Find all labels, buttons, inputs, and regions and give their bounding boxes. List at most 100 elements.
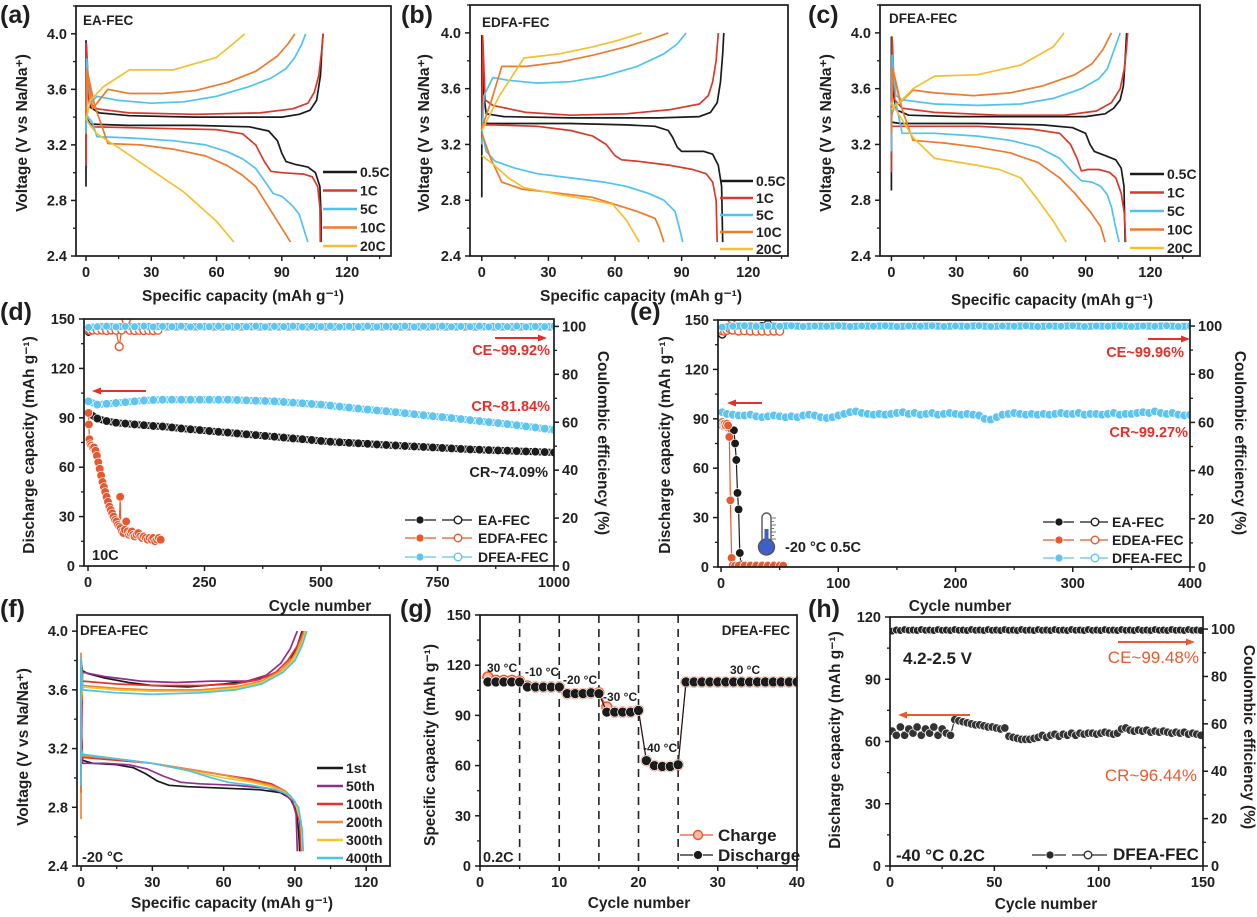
10c-discharge-curve — [890, 71, 1106, 243]
dfea-fec-coulombic-efficiency-point — [214, 321, 223, 331]
legend-capacity-marker — [1054, 535, 1064, 545]
20c-charge-curve — [890, 32, 1065, 111]
x-tick-label: 120 — [1138, 265, 1162, 281]
panel-c: (c) Specific capacity (mAh g⁻¹) Voltage (V… — [808, 1, 1201, 309]
1c-charge-curve — [480, 32, 720, 131]
panel-label: (d) — [0, 298, 32, 326]
dfea-fec-coulombic-efficiency-point — [232, 322, 242, 331]
ea-fec-discharge-capacity-point — [260, 431, 270, 441]
y2-tick-label: 80 — [562, 367, 578, 383]
dfea-fec-coulombic-efficiency-point — [326, 321, 335, 331]
legend-item: 0.5C — [1130, 166, 1197, 182]
edfa-fec-discharge-capacity-point — [115, 492, 125, 502]
x-tick-label: 120 — [335, 265, 359, 281]
legend-marker — [693, 850, 703, 860]
plot-area — [85, 33, 324, 243]
legend-item: 100th — [317, 796, 383, 812]
y2-tick-label: 40 — [1198, 464, 1214, 480]
legend-label: 1st — [346, 760, 367, 776]
dfea-fec-discharge-capacity-point — [933, 730, 943, 740]
dfea-fec-coulombic-efficiency-point — [763, 321, 773, 331]
ea-fec-discharge-capacity-point — [288, 433, 298, 444]
x-tick-label: 1000 — [538, 575, 570, 591]
legend-item: 50th — [317, 778, 375, 794]
dfea-fec-coulombic-efficiency-point — [880, 321, 890, 331]
inset-title: DFEA-FEC — [80, 623, 148, 638]
annotation-label: CR~74.09% — [469, 465, 548, 481]
x-tick-label: 0 — [886, 875, 894, 891]
y-tick-label: 60 — [59, 460, 75, 476]
annotation-label: 10C — [92, 548, 119, 564]
x-tick-label: 50 — [986, 875, 1002, 891]
legend-item: Discharge — [680, 846, 800, 865]
y-tick-label: 30 — [693, 511, 709, 527]
y2-tick-label: 0 — [1198, 560, 1206, 576]
100th-charge-curve — [80, 630, 305, 734]
dfea-fec-coulombic-efficiency-point — [288, 321, 298, 331]
ea-fec-discharge-capacity-point — [148, 421, 158, 431]
x-tick-label: 20 — [630, 875, 646, 891]
y-axis-title: Voltage (V vs Na/Na⁺) — [416, 54, 433, 212]
y-tick-label: 30 — [455, 809, 471, 825]
ea-fec-discharge-capacity-point — [437, 443, 447, 453]
thermometer-icon — [757, 512, 776, 556]
y-tick-label: 3.6 — [441, 82, 461, 98]
x-tick-label: 150 — [1191, 875, 1215, 891]
legend-item: 20C — [720, 241, 782, 257]
1st-charge-curve — [80, 630, 303, 793]
panel-label: (e) — [630, 298, 661, 326]
legend-item: 1C — [1130, 185, 1185, 201]
ea-fec-discharge-capacity-point — [409, 441, 419, 452]
dfea-fec-discharge-capacity-point — [418, 410, 429, 420]
panel-label: (a) — [0, 1, 31, 29]
annotation-label: 4.2-2.5 V — [903, 649, 973, 668]
dfea-fec-discharge-capacity-point — [428, 411, 438, 421]
y-tick-label: 120 — [51, 361, 75, 377]
ea-fec-discharge-capacity-point — [465, 444, 475, 455]
y-tick-label: 30 — [59, 510, 75, 526]
ea-fec-discharge-capacity-point — [316, 436, 326, 446]
ea-fec-discharge-capacity-point — [297, 434, 308, 444]
dfea-fec-discharge-capacity-point — [916, 730, 926, 740]
y2-axis-title: Coulombic efficiency (%) — [594, 351, 611, 535]
ea-fec-discharge-capacity-point — [195, 425, 205, 435]
legend: EA-FEC EDFA-FEC DFEA-FEC — [405, 512, 549, 565]
dfea-fec-coulombic-efficiency-point — [869, 322, 878, 331]
ea-fec-discharge-capacity-point — [334, 437, 345, 447]
10c-charge-curve — [480, 32, 669, 128]
dfea-fec-discharge-capacity-point — [493, 418, 503, 428]
dfea-fec-coulombic-efficiency-point — [111, 322, 121, 332]
ea-fec-discharge-capacity-point — [213, 427, 224, 437]
legend-label: 0.5C — [360, 164, 390, 180]
ea-fec-discharge-capacity-point — [418, 442, 429, 452]
dfea-fec-coulombic-efficiency-point — [1127, 322, 1136, 331]
edea-fec-discharge-capacity-point — [724, 432, 734, 442]
legend-label: 10C — [360, 220, 386, 236]
dfea-fec-coulombic-efficiency-point — [251, 321, 261, 331]
x-tick-label: 200 — [943, 576, 967, 592]
legend-label: 400th — [346, 850, 383, 866]
dfea-fec-coulombic-efficiency-point — [493, 322, 503, 331]
dfea-fec-coulombic-efficiency-point — [728, 322, 738, 331]
y-tick-label: 2.8 — [48, 800, 68, 816]
legend-item: DFEA-FEC — [1043, 550, 1183, 566]
legend-label: DFEA-FEC — [478, 549, 549, 565]
y-tick-label: 60 — [865, 735, 881, 751]
annotation-label: -40 °C — [643, 741, 677, 755]
ea-fec-discharge-capacity-point — [167, 422, 177, 433]
5c-discharge-curve — [480, 130, 684, 243]
ea-fec-discharge-capacity-point — [730, 438, 740, 449]
0-5c-discharge-curve — [85, 116, 322, 243]
dfea-fec-discharge-capacity-point — [362, 404, 373, 415]
plot-area — [718, 320, 1190, 567]
dfea-fec-coulombic-efficiency-point — [428, 322, 438, 331]
legend-label: DFEA-FEC — [1113, 845, 1199, 864]
dfea-fec-coulombic-efficiency-point — [1115, 321, 1124, 331]
dfea-fec-coulombic-efficiency-point — [372, 322, 382, 332]
dfea-fec-discharge-capacity-point — [474, 416, 485, 426]
dfea-fec-coulombic-efficiency-point — [409, 322, 419, 332]
dfea-fec-coulombic-efficiency-point — [1196, 626, 1203, 635]
ea-fec-discharge-capacity-point — [129, 419, 140, 430]
x-axis-title: Specific capacity (mAh g⁻¹) — [951, 292, 1153, 309]
legend-item: DFEA-FEC — [1032, 845, 1199, 864]
